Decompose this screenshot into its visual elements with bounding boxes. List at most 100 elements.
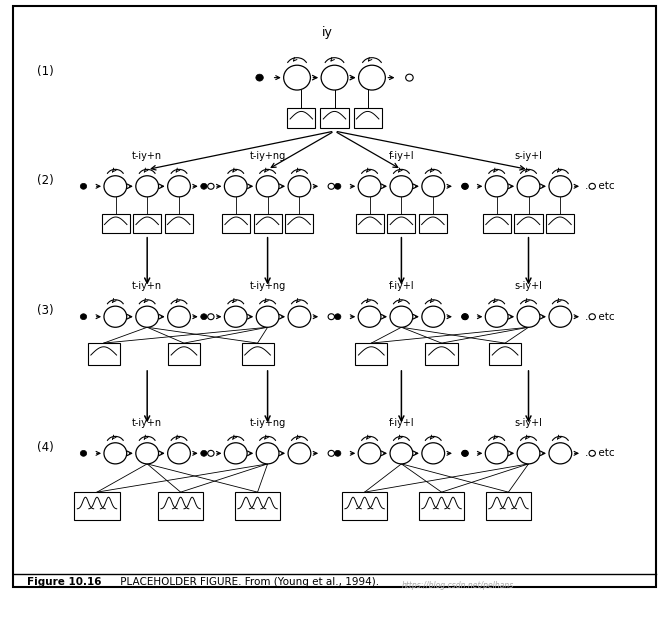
Circle shape bbox=[201, 183, 207, 189]
Circle shape bbox=[422, 306, 445, 327]
Bar bbox=[486, 492, 531, 520]
Circle shape bbox=[256, 176, 279, 197]
Bar bbox=[514, 214, 543, 233]
Circle shape bbox=[462, 183, 468, 189]
Circle shape bbox=[288, 443, 311, 464]
Bar bbox=[165, 214, 193, 233]
Circle shape bbox=[136, 443, 159, 464]
Circle shape bbox=[485, 176, 508, 197]
Circle shape bbox=[201, 314, 207, 320]
Circle shape bbox=[549, 443, 572, 464]
Text: t-iy+ng: t-iy+ng bbox=[250, 281, 286, 291]
Circle shape bbox=[201, 450, 207, 456]
Circle shape bbox=[104, 306, 126, 327]
Circle shape bbox=[589, 183, 595, 189]
Circle shape bbox=[136, 176, 159, 197]
Circle shape bbox=[288, 306, 311, 327]
Bar bbox=[222, 214, 250, 233]
Circle shape bbox=[328, 450, 334, 456]
Circle shape bbox=[104, 443, 126, 464]
Circle shape bbox=[104, 176, 126, 197]
Bar bbox=[102, 214, 130, 233]
Bar bbox=[425, 343, 458, 365]
Bar bbox=[419, 492, 464, 520]
Bar bbox=[342, 492, 387, 520]
Circle shape bbox=[256, 306, 279, 327]
Bar bbox=[133, 214, 161, 233]
Circle shape bbox=[334, 450, 341, 456]
Circle shape bbox=[321, 65, 348, 90]
Circle shape bbox=[80, 183, 87, 189]
Circle shape bbox=[168, 306, 191, 327]
Circle shape bbox=[358, 306, 381, 327]
Circle shape bbox=[334, 183, 341, 189]
Text: t-iy+ng: t-iy+ng bbox=[250, 151, 286, 161]
Circle shape bbox=[358, 176, 381, 197]
Circle shape bbox=[80, 314, 87, 320]
Circle shape bbox=[168, 443, 191, 464]
Circle shape bbox=[390, 176, 413, 197]
Circle shape bbox=[517, 443, 540, 464]
Circle shape bbox=[422, 443, 445, 464]
Text: (3): (3) bbox=[37, 304, 54, 317]
Bar bbox=[74, 492, 120, 520]
Text: (4): (4) bbox=[37, 441, 54, 453]
Circle shape bbox=[462, 314, 468, 320]
Circle shape bbox=[517, 306, 540, 327]
Circle shape bbox=[589, 450, 595, 456]
Text: ... etc: ... etc bbox=[585, 181, 615, 191]
Circle shape bbox=[485, 443, 508, 464]
Bar bbox=[285, 214, 313, 233]
Circle shape bbox=[358, 443, 381, 464]
Bar bbox=[419, 214, 447, 233]
Circle shape bbox=[589, 314, 595, 320]
Text: t-iy+n: t-iy+n bbox=[132, 418, 163, 428]
Text: f-iy+l: f-iy+l bbox=[389, 418, 414, 428]
Circle shape bbox=[549, 176, 572, 197]
Circle shape bbox=[168, 176, 191, 197]
Circle shape bbox=[207, 183, 214, 189]
Bar bbox=[254, 214, 282, 233]
Circle shape bbox=[462, 314, 468, 320]
Text: PLACEHOLDER FIGURE. From (Young et al., 1994).: PLACEHOLDER FIGURE. From (Young et al., … bbox=[104, 577, 379, 587]
Circle shape bbox=[517, 176, 540, 197]
Text: t-iy+n: t-iy+n bbox=[132, 151, 163, 161]
Bar bbox=[158, 492, 203, 520]
Circle shape bbox=[462, 183, 468, 189]
Circle shape bbox=[224, 443, 247, 464]
Bar bbox=[242, 343, 274, 365]
Circle shape bbox=[136, 306, 159, 327]
Circle shape bbox=[422, 176, 445, 197]
Circle shape bbox=[256, 443, 279, 464]
Bar bbox=[546, 214, 574, 233]
Bar bbox=[88, 343, 120, 365]
Bar bbox=[235, 492, 280, 520]
Text: Figure 10.16: Figure 10.16 bbox=[27, 577, 101, 587]
Circle shape bbox=[405, 74, 413, 81]
Circle shape bbox=[224, 176, 247, 197]
Circle shape bbox=[462, 450, 468, 456]
Circle shape bbox=[328, 314, 334, 320]
Bar bbox=[320, 108, 349, 128]
Circle shape bbox=[462, 450, 468, 456]
Text: f-iy+l: f-iy+l bbox=[389, 151, 414, 161]
Text: ... etc: ... etc bbox=[585, 448, 615, 458]
Text: (1): (1) bbox=[37, 65, 54, 78]
Circle shape bbox=[288, 176, 311, 197]
Text: t-iy+n: t-iy+n bbox=[132, 281, 163, 291]
Bar bbox=[489, 343, 521, 365]
Circle shape bbox=[334, 314, 341, 320]
Circle shape bbox=[390, 306, 413, 327]
Text: s-iy+l: s-iy+l bbox=[514, 281, 543, 291]
Text: (2): (2) bbox=[37, 174, 54, 186]
Circle shape bbox=[549, 306, 572, 327]
Bar bbox=[287, 108, 315, 128]
Circle shape bbox=[224, 306, 247, 327]
Text: s-iy+l: s-iy+l bbox=[514, 151, 543, 161]
Text: f-iy+l: f-iy+l bbox=[389, 281, 414, 291]
Bar bbox=[387, 214, 415, 233]
Circle shape bbox=[207, 450, 214, 456]
Bar bbox=[355, 343, 387, 365]
Text: s-iy+l: s-iy+l bbox=[514, 418, 543, 428]
Circle shape bbox=[359, 65, 385, 90]
